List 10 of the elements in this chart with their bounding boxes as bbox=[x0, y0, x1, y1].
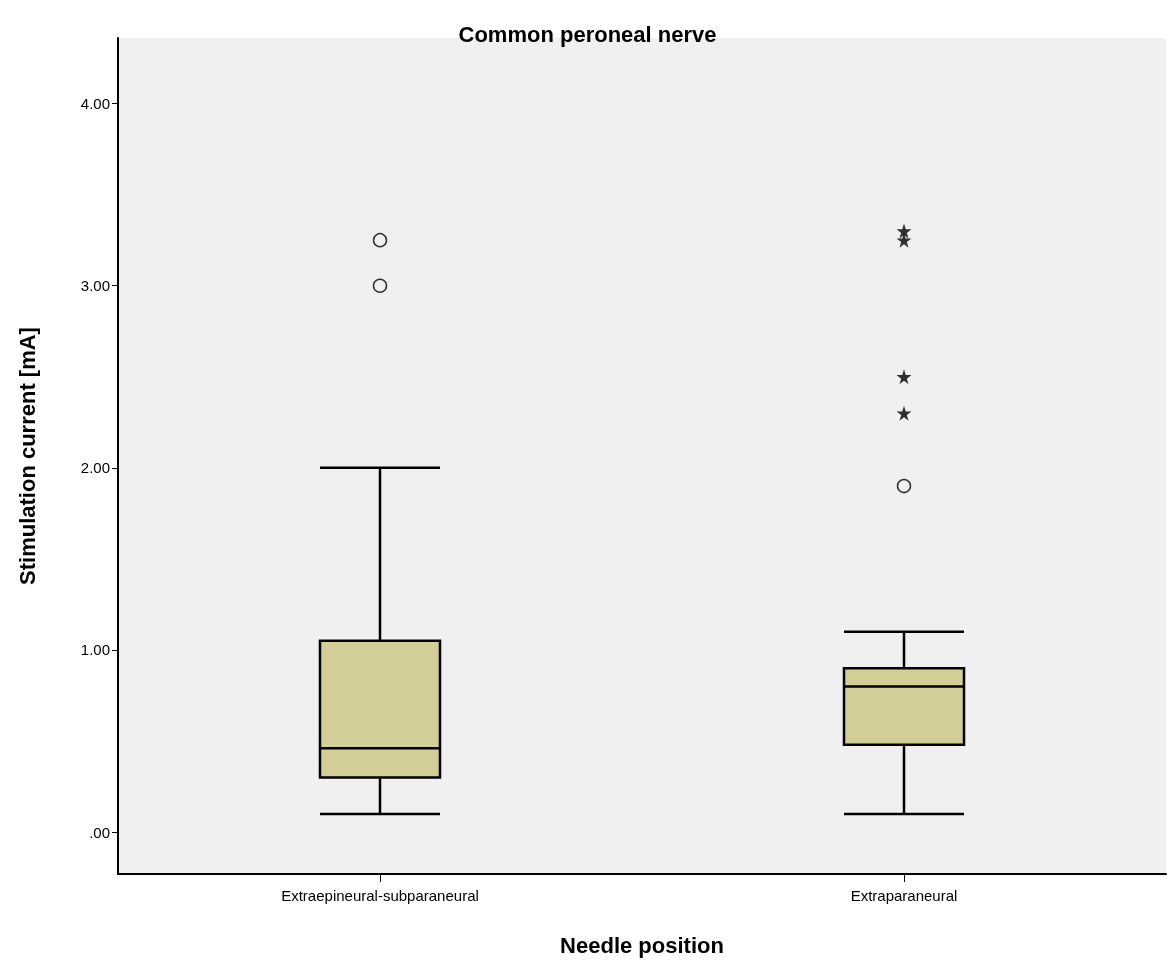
x-tick-label: Extraparaneural bbox=[850, 887, 958, 904]
chart-title: Common peroneal nerve bbox=[458, 21, 717, 47]
y-tick-label: .00 bbox=[89, 823, 110, 841]
y-tick-label: 4.00 bbox=[80, 95, 110, 113]
x-tick-label: Extraepineural-subparaneural bbox=[281, 887, 479, 904]
y-axis-title: Stimulation current [mA] bbox=[14, 327, 40, 585]
y-tick-label: 2.00 bbox=[80, 459, 110, 477]
x-axis-title: Needle position bbox=[560, 932, 724, 958]
y-tick-label: 3.00 bbox=[80, 277, 110, 295]
y-tick-label: 1.00 bbox=[80, 641, 110, 659]
